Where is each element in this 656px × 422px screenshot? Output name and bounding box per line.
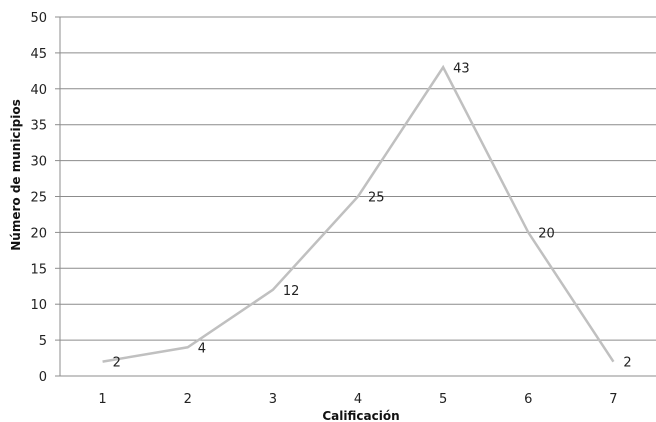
y-tick-label: 30 [30,155,47,170]
y-tick-labels: 0 5 10 15 20 25 30 35 40 45 50 [30,11,47,385]
x-tick-label: 1 [98,392,106,407]
y-tick-label: 35 [30,119,47,134]
data-label: 25 [368,191,385,206]
x-tick-label: 5 [439,392,447,407]
y-axis-title: Número de municipios [9,99,23,251]
data-label: 2 [113,356,121,371]
y-tick-label: 25 [30,191,47,206]
data-label: 2 [623,356,631,371]
data-labels: 2 4 12 25 43 20 2 [113,61,632,370]
data-label: 20 [538,226,555,241]
x-tick-label: 6 [524,392,532,407]
x-tick-label: 2 [184,392,192,407]
y-tick-label: 40 [30,83,47,98]
x-tick-label: 4 [354,392,362,407]
y-tick-label: 10 [30,298,47,313]
y-tick-label: 50 [30,11,47,26]
y-tick-label: 45 [30,47,47,62]
data-label: 43 [453,61,470,76]
x-tick-label: 7 [609,392,617,407]
series-line [102,64,615,363]
y-tick-label: 0 [39,370,47,385]
x-axis-title: Calificación [322,409,399,422]
y-tick-label: 5 [39,334,47,349]
gridlines [55,16,656,377]
y-tick-label: 20 [30,226,47,241]
data-label: 4 [198,341,206,356]
data-label: 12 [283,284,300,299]
x-tick-label: 3 [269,392,277,407]
y-tick-label: 15 [30,262,47,277]
x-tick-labels: 1 2 3 4 5 6 7 [98,392,617,407]
